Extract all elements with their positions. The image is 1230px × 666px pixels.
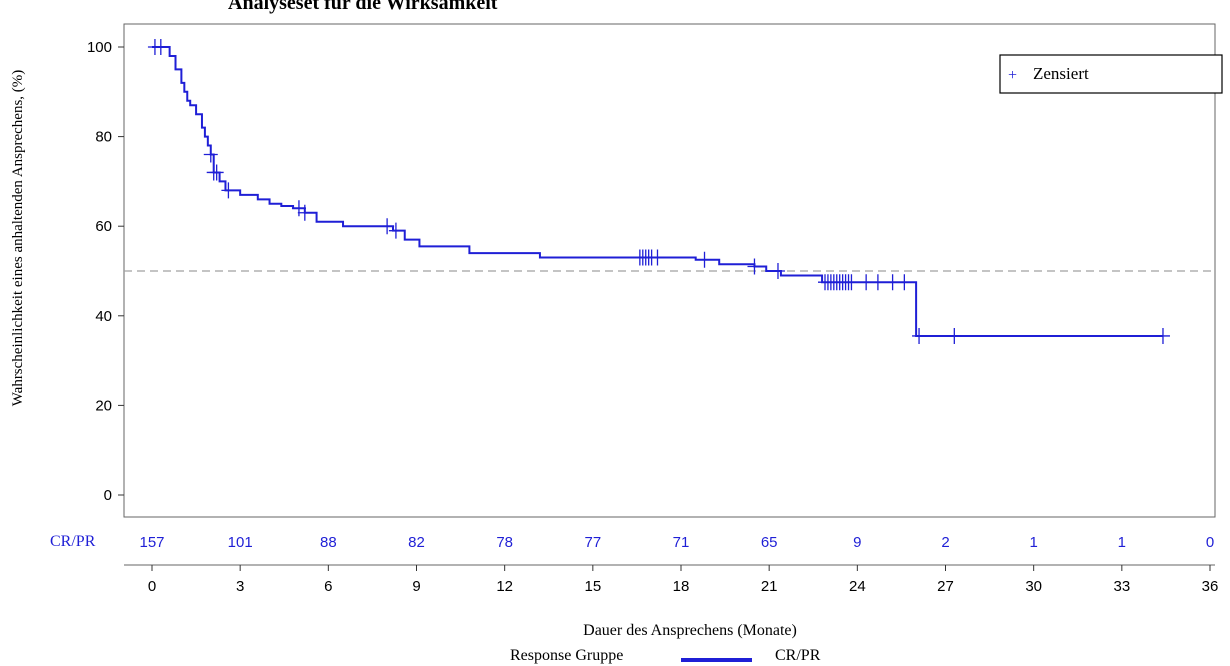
censor-mark <box>221 182 236 199</box>
censor-mark <box>747 258 762 275</box>
legend-censor-symbol: + <box>1008 67 1017 84</box>
risk-count: 88 <box>320 534 337 551</box>
censor-mark <box>291 200 306 217</box>
censor-mark <box>770 263 785 279</box>
y-tick-label: 80 <box>95 129 112 146</box>
y-tick-label: 60 <box>95 218 112 235</box>
legend-box <box>999 54 1223 94</box>
censor-mark <box>380 218 395 235</box>
censor-marks <box>147 39 1170 344</box>
y-tick-label: 40 <box>95 308 112 325</box>
y-axis-label: Wahrscheinlichkeit eines anhaltenden Ans… <box>10 70 26 407</box>
censor-mark <box>870 274 885 291</box>
x-tick-label: 3 <box>236 578 244 595</box>
censor-mark <box>947 327 962 344</box>
risk-count: 78 <box>496 534 513 551</box>
censor-mark <box>297 204 312 221</box>
x-tick-label: 9 <box>412 578 420 595</box>
x-tick-label: 24 <box>849 578 866 595</box>
censor-mark <box>885 274 900 291</box>
y-axis-ticks: 0 20 40 60 80 100 <box>87 39 124 504</box>
legend-censor-label: Zensiert <box>1033 64 1089 83</box>
risk-count: 9 <box>853 534 861 551</box>
y-tick-label: 20 <box>95 397 112 414</box>
risk-counts: 157 101 88 82 78 77 71 65 9 2 1 1 0 <box>139 534 1214 551</box>
x-axis-label: Dauer des Ansprechens (Monate) <box>583 622 797 639</box>
x-tick-label: 15 <box>584 578 601 595</box>
risk-group-label: CR/PR <box>50 533 96 550</box>
censor-mark <box>388 222 403 239</box>
bottom-legend-title: Response Gruppe <box>510 647 623 664</box>
x-tick-label: 6 <box>324 578 332 595</box>
x-tick-label: 12 <box>496 578 513 595</box>
risk-count: 77 <box>584 534 601 551</box>
x-tick-label: 18 <box>673 578 690 595</box>
x-tick-label: 27 <box>937 578 954 595</box>
censor-mark <box>912 327 927 344</box>
x-axis-ticks: 0 3 6 9 12 15 18 21 24 27 30 33 36 <box>148 565 1219 595</box>
risk-count: 82 <box>408 534 425 551</box>
censor-mark <box>697 251 712 268</box>
risk-count: 65 <box>761 534 778 551</box>
bottom-legend-series: CR/PR <box>775 647 821 664</box>
risk-count: 2 <box>941 534 949 551</box>
legend: + Zensiert <box>999 54 1223 94</box>
series-cr-pr-line <box>152 46 1163 337</box>
x-tick-label: 21 <box>761 578 778 595</box>
x-tick-label: 36 <box>1202 578 1219 595</box>
risk-count: 1 <box>1118 534 1126 551</box>
censor-mark <box>203 146 218 163</box>
chart-title: Analyseset für die Wirksamkeit <box>228 0 498 14</box>
risk-count: 1 <box>1029 534 1037 551</box>
risk-count: 0 <box>1206 534 1214 551</box>
y-tick-label: 0 <box>104 487 112 504</box>
risk-count: 101 <box>228 534 253 551</box>
censor-mark <box>209 164 224 181</box>
censor-mark <box>153 39 168 55</box>
censor-mark <box>897 274 912 291</box>
y-tick-label: 100 <box>87 39 112 56</box>
x-tick-label: 33 <box>1113 578 1130 595</box>
km-curve <box>152 46 1163 337</box>
censor-mark <box>650 249 665 266</box>
risk-count: 157 <box>139 534 164 551</box>
x-tick-label: 30 <box>1025 578 1042 595</box>
x-tick-label: 0 <box>148 578 156 595</box>
censor-mark <box>859 274 874 291</box>
risk-count: 71 <box>673 534 690 551</box>
censor-mark <box>1155 327 1170 344</box>
bottom-legend: Response Gruppe CR/PR <box>510 647 821 664</box>
censor-mark <box>844 274 859 291</box>
